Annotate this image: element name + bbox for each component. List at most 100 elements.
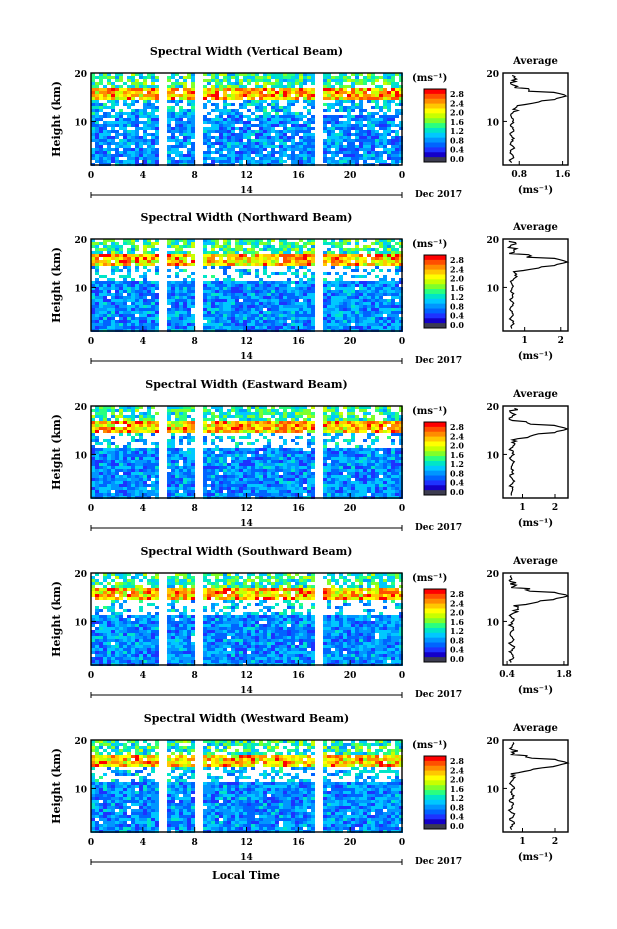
heatmap-cell [131, 151, 135, 154]
heatmap-cell [119, 154, 123, 157]
heatmap-cell [155, 91, 159, 94]
heatmap-cell [363, 317, 367, 320]
heatmap-cell [167, 308, 171, 311]
heatmap-cell [191, 427, 195, 430]
heatmap-cell [395, 263, 399, 266]
heatmap-cell [323, 326, 327, 329]
heatmap-cell [267, 481, 271, 484]
heatmap-cell [139, 112, 143, 115]
heatmap-cell [147, 290, 151, 293]
heatmap-cell [259, 103, 263, 106]
heatmap-cell [155, 239, 159, 242]
heatmap-cell [115, 427, 119, 430]
heatmap-cell [219, 409, 223, 412]
heatmap-cell [103, 91, 107, 94]
heatmap-cell [103, 106, 107, 109]
heatmap-cell [95, 442, 99, 445]
heatmap-cell [135, 254, 139, 257]
heatmap-cell [331, 254, 335, 257]
heatmap-cell [171, 284, 175, 287]
heatmap-cell [167, 326, 171, 329]
heatmap-cell [363, 94, 367, 97]
heatmap-cell [335, 257, 339, 260]
heatmap-cell [171, 320, 175, 323]
heatmap-cell [375, 296, 379, 299]
heatmap-cell [135, 448, 139, 451]
heatmap-cell [247, 160, 251, 163]
heatmap-cell [359, 121, 363, 124]
heatmap-cell [231, 466, 235, 469]
heatmap-cell [367, 284, 371, 287]
heatmap-cell [215, 323, 219, 326]
heatmap-cell [355, 320, 359, 323]
heatmap-cell [263, 320, 267, 323]
heatmap-cell [263, 139, 267, 142]
heatmap-cell [211, 121, 215, 124]
heatmap-cell [271, 88, 275, 91]
heatmap-cell [167, 478, 171, 481]
heatmap-cell [275, 314, 279, 317]
heatmap-cell [131, 76, 135, 79]
heatmap-cell [275, 272, 279, 275]
heatmap-cell [243, 130, 247, 133]
heatmap-cell [359, 248, 363, 251]
heatmap-cell [111, 82, 115, 85]
heatmap-cell [335, 151, 339, 154]
heatmap-cell [107, 257, 111, 260]
heatmap-cell [287, 121, 291, 124]
heatmap-cell [215, 302, 219, 305]
heatmap-cell [107, 287, 111, 290]
heatmap-cell [391, 260, 395, 263]
heatmap-cell [267, 478, 271, 481]
heatmap-cell [247, 148, 251, 151]
heatmap-cell [135, 154, 139, 157]
heatmap-cell [291, 139, 295, 142]
heatmap-cell [191, 284, 195, 287]
heatmap-cell [235, 314, 239, 317]
heatmap-cell [235, 142, 239, 145]
heatmap-cell [119, 275, 123, 278]
heatmap-cell [355, 127, 359, 130]
heatmap-cell [127, 415, 131, 418]
heatmap-cell [387, 320, 391, 323]
heatmap-cell [267, 421, 271, 424]
heatmap-cell [255, 115, 259, 118]
heatmap-cell [383, 308, 387, 311]
heatmap-cell [175, 475, 179, 478]
heatmap-cell [155, 475, 159, 478]
heatmap-cell [295, 257, 299, 260]
heatmap-cell [239, 293, 243, 296]
heatmap-cell [267, 154, 271, 157]
heatmap-cell [311, 106, 315, 109]
heatmap-cell [307, 281, 311, 284]
heatmap-cell [267, 427, 271, 430]
heatmap-cell [143, 242, 147, 245]
heatmap-cell [115, 430, 119, 433]
heatmap-cell [335, 115, 339, 118]
heatmap-cell [207, 463, 211, 466]
heatmap-cell [339, 317, 343, 320]
heatmap-cell [371, 127, 375, 130]
heatmap-cell [291, 257, 295, 260]
heatmap-cell [327, 97, 331, 100]
heatmap-cell [267, 305, 271, 308]
heatmap-cell [327, 157, 331, 160]
heatmap-cell [283, 133, 287, 136]
heatmap-cell [263, 326, 267, 329]
heatmap-cell [131, 439, 135, 442]
heatmap-cell [339, 278, 343, 281]
heatmap-cell [291, 136, 295, 139]
heatmap-cell [95, 127, 99, 130]
heatmap-cell [91, 242, 95, 245]
heatmap-cell [107, 314, 111, 317]
heatmap-cell [111, 311, 115, 314]
heatmap-cell [275, 85, 279, 88]
heatmap-cell [235, 412, 239, 415]
heatmap-cell [171, 317, 175, 320]
heatmap-cell [231, 448, 235, 451]
heatmap-cell [259, 493, 263, 496]
heatmap-cell [147, 145, 151, 148]
heatmap-cell [371, 320, 375, 323]
heatmap-cell [95, 457, 99, 460]
heatmap-cell [171, 91, 175, 94]
